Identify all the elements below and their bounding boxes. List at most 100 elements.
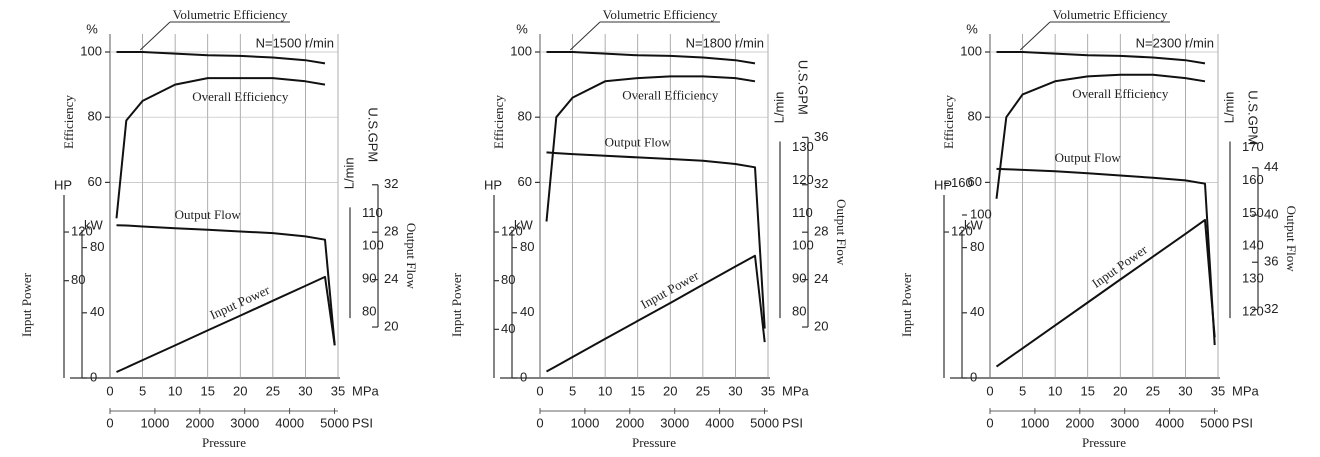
y-label: Efficiency [491, 95, 506, 149]
lmin-label: L/min [771, 92, 786, 124]
x-tick-label: 20 [1113, 383, 1127, 398]
x2-unit: PSI [1232, 415, 1253, 430]
kw-tick-label: 40 [970, 304, 984, 319]
gpm-label: U.S.GPM [366, 107, 381, 162]
line [116, 224, 336, 346]
series-label: Overall Efficiency [1072, 86, 1169, 101]
x-tick-label: 0 [106, 383, 113, 398]
lmin-tick-label: 130 [1242, 271, 1264, 286]
x-tick-label: 30 [1178, 383, 1192, 398]
x2-tick-label: 1000 [570, 415, 599, 430]
x2-unit: PSI [782, 415, 803, 430]
line [995, 73, 1206, 199]
x2-tick-label: 1000 [140, 415, 169, 430]
y-unit: % [516, 21, 528, 36]
y-unit: % [86, 21, 98, 36]
x-tick-label: 30 [298, 383, 312, 398]
y-tick-label: 100 [960, 43, 982, 58]
line [996, 51, 1206, 65]
annotation: N=1500 r/min [256, 35, 334, 50]
flow-label: Output Flow [404, 223, 419, 290]
x-tick-label: 30 [728, 383, 742, 398]
line [545, 75, 756, 222]
kw-tick-label: 80 [970, 239, 984, 254]
hp-tick-label: 40 [501, 321, 515, 336]
x-tick-label: 20 [233, 383, 247, 398]
series-label: Overall Efficiency [622, 87, 719, 102]
x-label: Pressure [202, 435, 246, 450]
gpm-tick-label: 20 [384, 318, 398, 333]
kw-tick-label: 40 [520, 304, 534, 319]
leader-line [569, 21, 720, 51]
line [546, 151, 766, 329]
lmin-tick-label: 90 [792, 271, 806, 286]
x-tick-label: 0 [986, 383, 993, 398]
x2-tick-label: 5000 [1200, 415, 1229, 430]
x-tick-label: 25 [696, 383, 710, 398]
flow-label: Output Flow [1284, 206, 1299, 273]
x-tick-label: 35 [331, 383, 345, 398]
lmin-tick-label: 130 [792, 139, 814, 154]
lmin-tick-label: 90 [362, 271, 376, 286]
power-label: Input Power [899, 272, 914, 337]
y-label: Efficiency [61, 95, 76, 149]
gpm-tick-label: 40 [1264, 206, 1278, 221]
x2-tick-label: 5000 [750, 415, 779, 430]
hp-tick-label: 80 [501, 272, 515, 287]
x2-tick-label: 0 [986, 415, 993, 430]
lmin-label: L/min [341, 157, 356, 189]
lmin-tick-label: 120 [792, 172, 814, 187]
power-label: Input Power [449, 272, 464, 337]
x-tick-label: 5 [569, 383, 576, 398]
x2-tick-label: 5000 [320, 415, 349, 430]
y-tick-label: 100 [80, 43, 102, 58]
gpm-tick-label: 32 [384, 176, 398, 191]
annotation: N=2300 r/min [1136, 35, 1214, 50]
x-tick-label: 5 [1019, 383, 1026, 398]
kw-tick-label: 0 [970, 369, 977, 384]
series-label: Input Power [1089, 241, 1150, 290]
lmin-tick-label: 80 [792, 304, 806, 319]
y-tick-label: 80 [88, 109, 102, 124]
kw-label: kW [84, 217, 104, 232]
x-tick-label: 10 [168, 383, 182, 398]
kw-tick-label: 40 [90, 304, 104, 319]
x2-tick-label: 2000 [1065, 415, 1094, 430]
line [546, 51, 756, 65]
x-tick-label: 10 [1048, 383, 1062, 398]
gpm-tick-label: 28 [384, 224, 398, 239]
x-tick-label: 15 [1080, 383, 1094, 398]
gpm-tick-label: 24 [814, 271, 828, 286]
lmin-tick-label: 80 [362, 304, 376, 319]
x2-tick-label: 2000 [185, 415, 214, 430]
kw-label: kW [514, 217, 534, 232]
x-unit: MPa [352, 383, 380, 398]
lmin-tick-label: 120 [1242, 304, 1264, 319]
lmin-tick-label: 160 [1242, 172, 1264, 187]
lmin-tick-label: 170 [1242, 139, 1264, 154]
y-tick-label: 60 [968, 174, 982, 189]
gpm-tick-label: 36 [814, 129, 828, 144]
x-tick-label: 5 [139, 383, 146, 398]
x2-tick-label: 3000 [230, 415, 259, 430]
lmin-tick-label: 100 [362, 238, 384, 253]
x2-unit: PSI [352, 415, 373, 430]
kw-tick-label: 80 [90, 239, 104, 254]
x2-tick-label: 3000 [660, 415, 689, 430]
y-tick-label: 60 [88, 174, 102, 189]
gpm-tick-label: 28 [814, 224, 828, 239]
flow-label: Output Flow [834, 199, 849, 266]
y-tick-label: 80 [518, 109, 532, 124]
hp-label: HP [54, 177, 72, 192]
gpm-tick-label: 20 [814, 318, 828, 333]
leader-line [1019, 21, 1170, 51]
hp-tick-label: 120 [501, 223, 523, 238]
lmin-tick-label: 110 [792, 205, 813, 220]
line [546, 254, 766, 373]
gpm-tick-label: 44 [1264, 159, 1278, 174]
x2-tick-label: 2000 [615, 415, 644, 430]
